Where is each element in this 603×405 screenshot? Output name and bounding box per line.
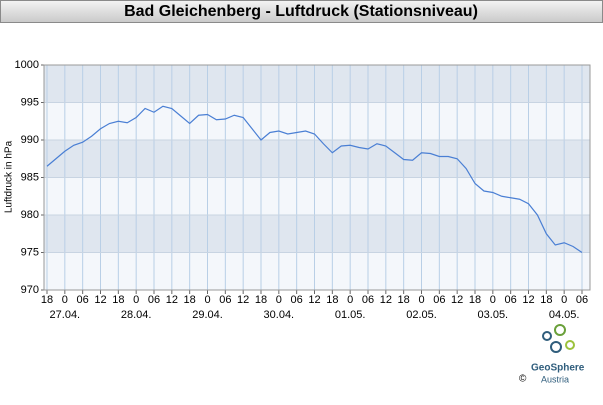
logo-sub: Austria bbox=[541, 374, 569, 384]
x-tick-label: 06 bbox=[148, 294, 160, 306]
x-tick-label: 0 bbox=[62, 294, 68, 306]
x-tick-label: 06 bbox=[576, 294, 588, 306]
x-tick-label: 0 bbox=[490, 294, 496, 306]
y-tick-label: 990 bbox=[21, 134, 39, 146]
chart-title: Bad Gleichenberg - Luftdruck (Stationsni… bbox=[124, 3, 478, 20]
x-tick-label: 18 bbox=[184, 294, 196, 306]
x-tick-label: 12 bbox=[166, 294, 178, 306]
data-line bbox=[46, 105, 583, 253]
band bbox=[44, 140, 590, 178]
x-date-label: 01.05. bbox=[335, 309, 366, 321]
x-tick-label: 0 bbox=[561, 294, 567, 306]
y-tick-label: 975 bbox=[21, 246, 39, 258]
y-axis-label: Luftdruck in hPa bbox=[4, 140, 15, 213]
y-tick-label: 980 bbox=[21, 209, 39, 221]
y-tick-label: 995 bbox=[21, 96, 39, 108]
x-tick-label: 12 bbox=[380, 294, 392, 306]
x-tick-label: 12 bbox=[522, 294, 534, 306]
x-date-label: 28.04. bbox=[121, 309, 152, 321]
x-tick-label: 06 bbox=[505, 294, 517, 306]
logo: GeoSphere Austria © bbox=[519, 324, 585, 385]
x-tick-label: 06 bbox=[291, 294, 303, 306]
copyright: © bbox=[519, 374, 527, 385]
y-tick-label: 1000 bbox=[15, 59, 39, 71]
x-tick-label: 18 bbox=[255, 294, 267, 306]
x-tick-label: 06 bbox=[77, 294, 89, 306]
plot-frame bbox=[43, 64, 591, 291]
band bbox=[44, 215, 590, 253]
x-tick-label: 18 bbox=[469, 294, 481, 306]
x-tick-label: 0 bbox=[347, 294, 353, 306]
x-date-label: 03.05. bbox=[478, 309, 509, 321]
x-tick-label: 12 bbox=[94, 294, 106, 306]
y-tick-label: 970 bbox=[21, 284, 39, 296]
x-date-label: 04.05. bbox=[549, 309, 580, 321]
x-tick-label: 12 bbox=[237, 294, 249, 306]
x-date-label: 29.04. bbox=[192, 309, 223, 321]
logo-name: GeoSphere bbox=[531, 363, 585, 374]
x-tick-label: 0 bbox=[133, 294, 139, 306]
x-tick-label: 06 bbox=[433, 294, 445, 306]
x-tick-label: 0 bbox=[276, 294, 282, 306]
x-date-label: 30.04. bbox=[264, 309, 295, 321]
x-tick-label: 18 bbox=[540, 294, 552, 306]
x-date-label: 27.04. bbox=[50, 309, 81, 321]
x-tick-label: 0 bbox=[418, 294, 424, 306]
x-date-label: 02.05. bbox=[406, 309, 437, 321]
x-tick-label: 18 bbox=[41, 294, 53, 306]
x-tick-label: 12 bbox=[451, 294, 463, 306]
y-tick-label: 985 bbox=[21, 171, 39, 183]
x-tick-label: 18 bbox=[398, 294, 410, 306]
x-tick-label: 06 bbox=[219, 294, 231, 306]
band bbox=[44, 65, 590, 103]
x-tick-label: 06 bbox=[362, 294, 374, 306]
x-tick-label: 18 bbox=[112, 294, 124, 306]
x-tick-label: 0 bbox=[204, 294, 210, 306]
x-tick-label: 18 bbox=[326, 294, 338, 306]
x-tick-label: 12 bbox=[308, 294, 320, 306]
